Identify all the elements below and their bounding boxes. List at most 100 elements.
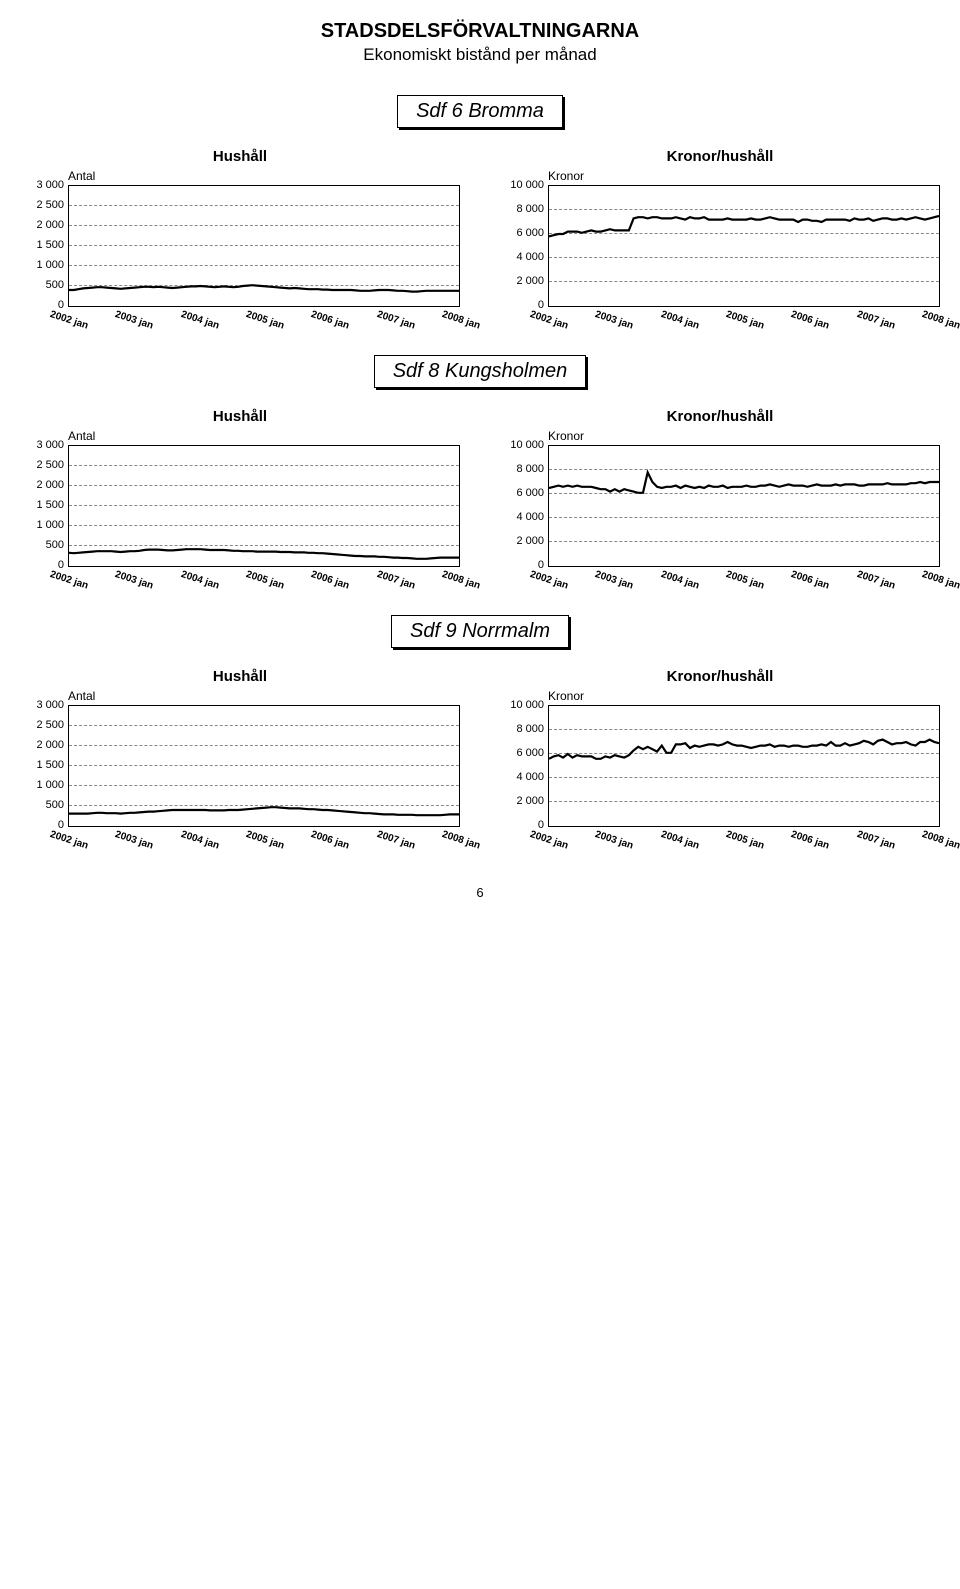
x-tick: 2002 jan — [49, 309, 90, 332]
y-tick: 0 — [58, 299, 64, 311]
y-axis-label: Kronor — [548, 429, 940, 443]
chart: Kronor/hushållKronor02 0004 0006 0008 00… — [500, 148, 940, 335]
x-tick: 2003 jan — [114, 829, 155, 852]
chart-row: Hushåll Antal 0 500 1 000 1 500 2 000 2 500 3 00… — [20, 408, 940, 595]
y-tick: 0 — [538, 819, 544, 831]
y-tick: 3 000 — [36, 699, 64, 711]
x-tick: 2007 jan — [375, 309, 416, 332]
x-tick: 2008 jan — [441, 829, 482, 852]
y-tick: 6 000 — [516, 487, 544, 499]
x-tick: 2006 jan — [310, 829, 351, 852]
chart-title: Hushåll — [20, 408, 460, 425]
plot-area — [548, 705, 940, 827]
x-tick: 2004 jan — [179, 309, 220, 332]
y-tick: 0 — [58, 819, 64, 831]
section-label: Sdf 6 Bromma — [397, 95, 563, 128]
y-tick: 8 000 — [516, 723, 544, 735]
x-tick: 2004 jan — [659, 309, 700, 332]
x-tick: 2005 jan — [725, 829, 766, 852]
page-title: STADSDELSFÖRVALTNINGARNA — [20, 20, 940, 43]
x-tick: 2005 jan — [245, 309, 286, 332]
y-tick: 10 000 — [510, 179, 544, 191]
chart-title: Hushåll — [20, 668, 460, 685]
plot-area — [548, 185, 940, 307]
x-tick: 2008 jan — [921, 829, 960, 852]
x-tick: 2003 jan — [594, 309, 635, 332]
x-tick: 2007 jan — [375, 829, 416, 852]
y-tick: 2 500 — [36, 199, 64, 211]
y-tick: 0 — [538, 559, 544, 571]
x-tick: 2002 jan — [529, 309, 570, 332]
plot-area — [68, 445, 460, 567]
x-tick: 2002 jan — [49, 569, 90, 592]
x-tick: 2003 jan — [114, 569, 155, 592]
y-tick: 4 000 — [516, 251, 544, 263]
x-tick: 2008 jan — [441, 309, 482, 332]
y-axis-label: Antal — [68, 689, 460, 703]
y-axis-label: Antal — [68, 169, 460, 183]
x-tick: 2004 jan — [659, 829, 700, 852]
x-tick: 2007 jan — [375, 569, 416, 592]
x-tick: 2005 jan — [725, 309, 766, 332]
y-tick: 1 500 — [36, 239, 64, 251]
y-tick: 8 000 — [516, 203, 544, 215]
y-tick: 1 000 — [36, 519, 64, 531]
x-tick: 2006 jan — [310, 569, 351, 592]
y-tick: 2 000 — [36, 219, 64, 231]
y-tick: 3 000 — [36, 439, 64, 451]
x-tick: 2007 jan — [855, 829, 896, 852]
page-number: 6 — [20, 885, 940, 900]
y-tick: 500 — [46, 539, 64, 551]
chart: Kronor/hushållKronor02 0004 0006 0008 00… — [500, 408, 940, 595]
x-tick: 2003 jan — [114, 309, 155, 332]
y-tick: 3 000 — [36, 179, 64, 191]
y-tick: 1 000 — [36, 259, 64, 271]
chart: Hushåll Antal 0 500 1 000 1 500 2 000 2 500 3 00… — [20, 408, 460, 595]
y-tick: 2 500 — [36, 459, 64, 471]
y-tick: 10 000 — [510, 699, 544, 711]
y-tick: 6 000 — [516, 227, 544, 239]
chart-title: Kronor/hushåll — [500, 668, 940, 685]
y-tick: 0 — [538, 299, 544, 311]
plot-area — [68, 705, 460, 827]
x-tick: 2004 jan — [179, 569, 220, 592]
y-tick: 4 000 — [516, 511, 544, 523]
y-tick: 2 000 — [36, 479, 64, 491]
y-tick: 2 000 — [516, 535, 544, 547]
y-tick: 1 500 — [36, 499, 64, 511]
x-tick: 2007 jan — [855, 569, 896, 592]
x-tick: 2006 jan — [790, 309, 831, 332]
x-tick: 2004 jan — [179, 829, 220, 852]
y-axis-label: Kronor — [548, 689, 940, 703]
plot-area — [548, 445, 940, 567]
chart: Hushåll Antal 0 500 1 000 1 500 2 000 2 500 3 00… — [20, 148, 460, 335]
x-tick: 2005 jan — [725, 569, 766, 592]
x-tick: 2006 jan — [310, 309, 351, 332]
y-tick: 2 500 — [36, 719, 64, 731]
y-tick: 500 — [46, 279, 64, 291]
x-tick: 2006 jan — [790, 569, 831, 592]
x-tick: 2005 jan — [245, 829, 286, 852]
x-tick: 2008 jan — [921, 309, 960, 332]
chart: Kronor/hushållKronor02 0004 0006 0008 00… — [500, 668, 940, 855]
y-tick: 0 — [58, 559, 64, 571]
x-tick: 2002 jan — [49, 829, 90, 852]
y-tick: 2 000 — [516, 795, 544, 807]
y-tick: 1 000 — [36, 779, 64, 791]
y-tick: 8 000 — [516, 463, 544, 475]
chart: HushållAntal05001 0001 5002 0002 5003 00… — [20, 668, 460, 855]
x-tick: 2003 jan — [594, 829, 635, 852]
x-tick: 2005 jan — [245, 569, 286, 592]
x-tick: 2008 jan — [921, 569, 960, 592]
chart-title: Kronor/hushåll — [500, 148, 940, 165]
x-tick: 2006 jan — [790, 829, 831, 852]
y-axis-label: Antal — [68, 429, 460, 443]
y-tick: 10 000 — [510, 439, 544, 451]
x-tick: 2002 jan — [529, 569, 570, 592]
chart-row: HushållAntal05001 0001 5002 0002 5003 00… — [20, 668, 940, 855]
section-label: Sdf 9 Norrmalm — [391, 615, 569, 648]
y-tick: 6 000 — [516, 747, 544, 759]
section-label: Sdf 8 Kungsholmen — [374, 355, 587, 388]
plot-area — [68, 185, 460, 307]
chart-title: Hushåll — [20, 148, 460, 165]
